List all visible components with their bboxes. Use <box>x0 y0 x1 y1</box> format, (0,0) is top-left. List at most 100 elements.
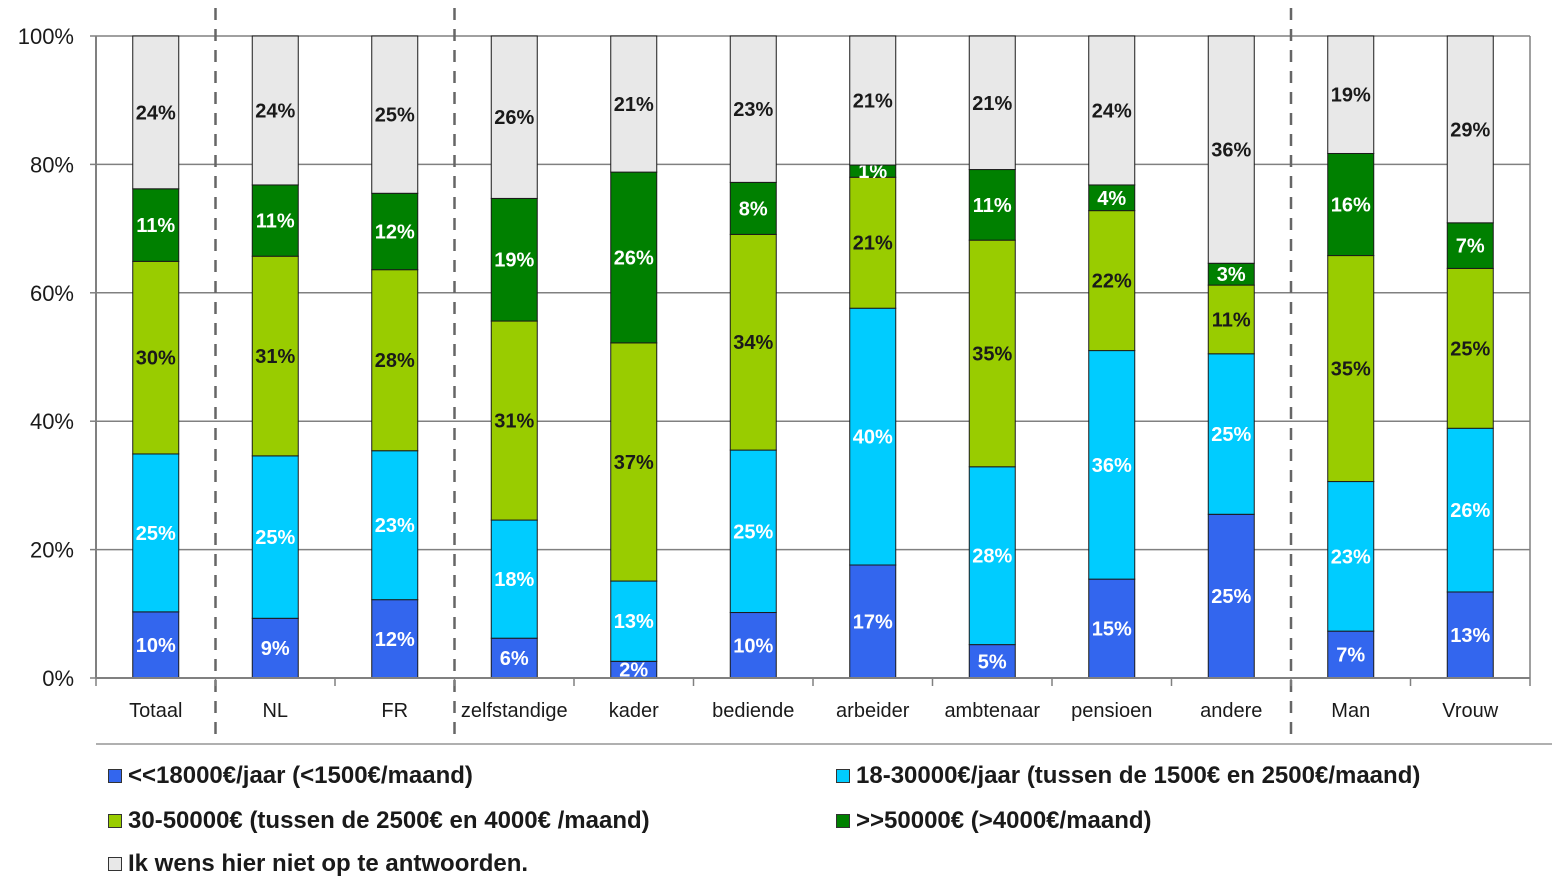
bar-segment <box>1327 152 1375 257</box>
bar-segment <box>1207 35 1255 264</box>
x-tick-label: ambtenaar <box>944 700 1040 722</box>
data-label: 35% <box>1331 359 1371 381</box>
x-tick-label: andere <box>1200 700 1262 722</box>
data-label: 5% <box>978 651 1007 673</box>
data-label: 10% <box>136 635 176 657</box>
bar-segment <box>371 35 419 194</box>
data-label: 31% <box>494 411 534 433</box>
bar-segment <box>251 35 299 186</box>
bar-segment <box>1446 222 1494 269</box>
data-label: 28% <box>375 350 415 372</box>
data-label: 25% <box>375 105 415 127</box>
bar-segment <box>729 35 777 183</box>
x-tick-labels: Totaal NL FR zelfstandige kader bediende arbei… <box>129 700 1499 722</box>
data-label: 8% <box>739 198 768 220</box>
data-label: 11% <box>136 215 175 237</box>
bar-segment <box>490 519 538 639</box>
bar-segment <box>968 35 1016 171</box>
y-tick-label: 100% <box>18 24 74 49</box>
data-label: 19% <box>1331 85 1371 107</box>
bar-segment <box>1446 427 1494 593</box>
data-label: 7% <box>1336 645 1365 667</box>
bar-segment <box>1088 35 1136 186</box>
bar-segment <box>849 35 897 166</box>
data-label: 28% <box>972 546 1012 568</box>
data-label: 21% <box>853 91 893 113</box>
data-label: 1% <box>858 161 887 183</box>
bars: 10% 25% 30% 11% 24% 9% 25% 31% 11% 24% 12% 23% 28% 12… <box>132 35 1494 682</box>
bar-group-ambtenaar: 5% 28% 35% 11% 21% <box>968 35 1016 679</box>
y-tick-label: 80% <box>30 152 74 177</box>
data-label: 4% <box>1097 188 1126 210</box>
bar-segment <box>610 580 658 662</box>
data-label: 11% <box>973 195 1012 217</box>
bar-segment <box>729 612 777 679</box>
data-label: 26% <box>494 107 534 129</box>
group-separators <box>214 8 1293 738</box>
data-label: 31% <box>255 346 295 368</box>
x-tick-label: Vrouw <box>1442 700 1499 722</box>
data-label: 36% <box>1092 455 1132 477</box>
bar-segment <box>1207 284 1255 355</box>
x-tick-label: pensioen <box>1071 700 1152 722</box>
bar-segment <box>1327 35 1375 154</box>
bar-segment <box>968 239 1016 468</box>
bar-segment <box>1327 255 1375 483</box>
data-label: 26% <box>614 247 654 269</box>
bar-group-totaal: 10% 25% 30% 11% 24% <box>132 35 180 679</box>
data-label: 30% <box>136 348 176 370</box>
y-tick-label: 40% <box>30 409 74 434</box>
x-tick-label: NL <box>262 700 288 722</box>
data-label: 29% <box>1450 119 1490 141</box>
data-label: 23% <box>375 515 415 537</box>
data-label: 9% <box>261 638 290 660</box>
y-tick-label: 0% <box>42 666 74 691</box>
data-label: 13% <box>614 611 654 633</box>
data-label: 11% <box>1212 309 1251 331</box>
data-label: 11% <box>256 211 295 233</box>
bar-segment <box>1327 630 1375 679</box>
x-tick-label: FR <box>381 700 408 722</box>
data-label: 24% <box>1092 100 1132 122</box>
bar-segment <box>1088 350 1136 580</box>
y-tick-label: 60% <box>30 281 74 306</box>
data-label: 25% <box>1211 586 1251 608</box>
data-label: 25% <box>255 527 295 549</box>
bar-group-bediende: 10% 25% 34% 8% 23% <box>729 35 777 679</box>
bar-segment <box>132 611 180 679</box>
bar-segment <box>490 35 538 199</box>
bar-segment <box>490 320 538 521</box>
bar-segment <box>968 466 1016 646</box>
data-label: 12% <box>375 221 415 243</box>
x-tick-label: bediende <box>712 700 794 722</box>
x-tick-label: zelfstandige <box>461 700 568 722</box>
x-tick-label: Totaal <box>129 700 182 722</box>
bar-segment <box>490 197 538 322</box>
bar-segment <box>849 307 897 566</box>
data-label: 25% <box>1211 424 1251 446</box>
data-label: 2% <box>619 660 648 682</box>
bar-segment <box>1207 513 1255 679</box>
bar-group-kader: 2% 13% 37% 26% 21% <box>610 35 658 682</box>
data-label: 35% <box>972 343 1012 365</box>
data-label: 15% <box>1092 619 1132 641</box>
bar-segment <box>371 269 419 452</box>
bar-segment <box>1088 184 1136 212</box>
data-label: 21% <box>614 94 654 116</box>
data-label: 3% <box>1217 264 1246 286</box>
data-label: 26% <box>1450 500 1490 522</box>
bar-segment <box>1446 35 1494 224</box>
bar-segment <box>490 637 538 679</box>
data-label: 25% <box>733 521 773 543</box>
data-label: 24% <box>255 100 295 122</box>
data-label: 21% <box>972 93 1012 115</box>
data-label: 12% <box>375 629 415 651</box>
axes <box>95 36 1531 686</box>
data-label: 7% <box>1456 236 1485 258</box>
bar-segment <box>729 449 777 614</box>
gridlines <box>90 35 1530 679</box>
bar-segment <box>968 169 1016 241</box>
data-label: 22% <box>1092 271 1132 293</box>
bar-segment <box>729 233 777 451</box>
data-label: 40% <box>853 427 893 449</box>
